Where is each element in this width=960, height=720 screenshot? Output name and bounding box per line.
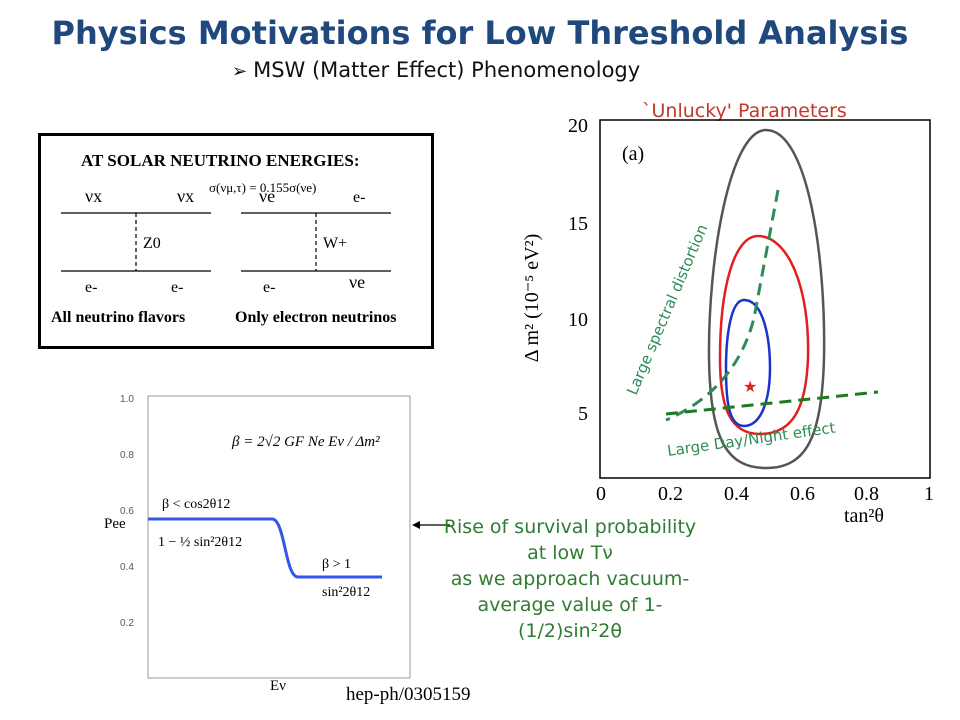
contour-y-tick: 5 [578,403,588,425]
left-boson-label: Z0 [143,235,161,252]
rise-note-line: Rise of survival probability [443,516,697,538]
slide-subtitle: ➢ MSW (Matter Effect) Phenomenology [232,58,640,82]
best-fit-star-icon: ★ [743,379,757,396]
beta-formula: β = 2√2 GF Ne Eν / Δm² [231,434,380,450]
rise-note: Rise of survival probability at low Tν a… [420,514,720,644]
contour-plot-frame [599,119,931,479]
left-nu-out: νx [177,186,194,206]
rise-note-line: (1/2)sin²2θ [518,620,622,642]
right-nu-in: νe [259,186,275,206]
reference-label: hep-ph/0305159 [346,684,471,705]
feynman-diagram: AT SOLAR NEUTRINO ENERGIES: σ(νμ,τ) = 0.… [51,151,396,326]
right-nu-out: e- [353,189,365,206]
contour-x-tick: 0.6 [790,483,815,505]
survival-x-label: Eν [270,678,286,692]
pointer-arrow-icon [412,521,450,529]
rise-note-line: average value of 1- [477,594,663,616]
contour-y-tick: 20 [568,115,588,137]
feynman-diagram-panel: AT SOLAR NEUTRINO ENERGIES: σ(νμ,τ) = 0.… [38,133,434,349]
right-caption: Only electron neutrinos [235,309,396,326]
survival-y-tick: 0.4 [120,562,134,573]
unlucky-parameters-label: `Unlucky' Parameters [642,100,847,122]
contour-x-tick: 0.2 [658,483,683,505]
panel-label: (a) [622,143,644,165]
low-energy-condition: β < cos2θ12 [162,497,230,512]
outer-contour [707,128,826,470]
survival-probability-plot: 1.0 0.8 0.6 0.4 0.2 β = 2√2 GF Ne Eν / Δ… [104,394,411,692]
rise-note-line: as we approach vacuum- [450,568,690,590]
inner-contour [724,298,772,428]
left-e-in: e- [85,279,97,296]
contour-y-label: Δ m² (10⁻⁵ eV²) [521,234,543,362]
contour-x-ticks: 0 0.2 0.4 0.6 0.8 1 [596,483,934,505]
bullet-arrow-icon: ➢ [232,61,248,82]
cross-section-relation: σ(νμ,τ) = 0.155σ(νe) [209,180,316,195]
survival-y-tick: 0.8 [120,450,134,461]
right-e-out: νe [349,272,365,292]
survival-y-tick: 1.0 [120,394,134,405]
survival-y-label: Pee [104,516,126,532]
left-e-out: e- [171,279,183,296]
contour-x-tick: 0.4 [724,483,749,505]
middle-contour [718,234,810,436]
survival-y-tick: 0.6 [120,506,134,517]
right-boson-label: W+ [323,235,347,252]
slide-title: Physics Motivations for Low Threshold An… [51,14,909,52]
spectral-distortion-boundary [665,189,780,422]
survival-y-ticks: 1.0 0.8 0.6 0.4 0.2 [120,394,134,629]
contour-y-tick: 15 [568,213,588,235]
contour-x-label: tan²θ [844,505,884,527]
contour-x-tick: 1 [924,483,934,505]
day-night-boundary [665,390,879,416]
high-energy-condition: β > 1 [322,557,351,572]
contour-plot: (a) 20 15 10 5 0 0.2 0.4 0.6 0.8 1 Δ m² … [521,115,934,527]
high-energy-value: sin²2θ12 [322,585,370,600]
contour-x-tick: 0.8 [854,483,879,505]
right-e-in: e- [263,279,275,296]
contour-x-tick: 0 [596,483,606,505]
survival-probability-curve [148,517,382,579]
subtitle-text: MSW (Matter Effect) Phenomenology [253,58,641,82]
low-energy-value: 1 − ½ sin²2θ12 [158,535,242,550]
rise-note-line: at low Tν [527,542,613,564]
left-nu-in: νx [85,186,102,206]
survival-plot-frame [147,395,411,679]
spectral-distortion-label: Large spectral distortion [623,222,711,398]
survival-y-tick: 0.2 [120,618,134,629]
feynman-heading: AT SOLAR NEUTRINO ENERGIES: [81,151,360,170]
left-caption: All neutrino flavors [51,309,185,326]
contour-y-tick: 10 [568,309,588,331]
contour-y-ticks: 20 15 10 5 [568,115,588,425]
